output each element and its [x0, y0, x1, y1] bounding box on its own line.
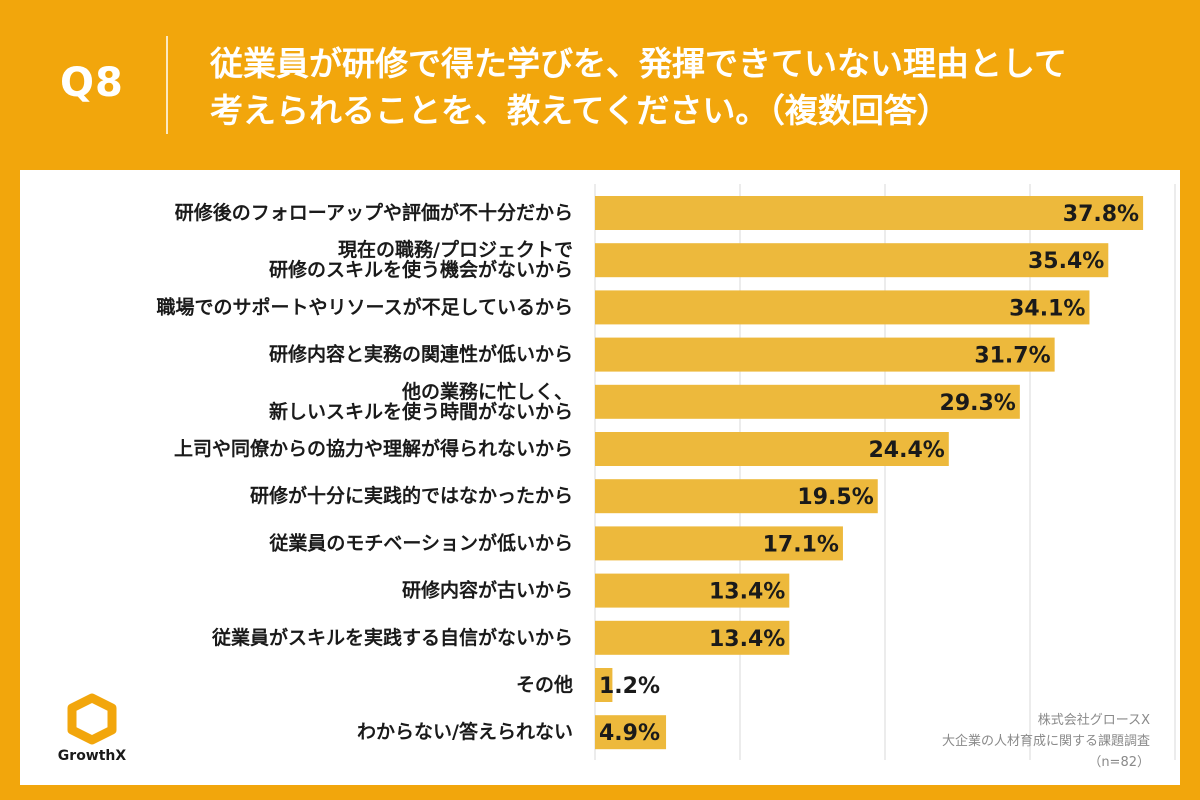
category-label: 新しいスキルを使う時間がないから	[269, 400, 573, 423]
category-label: 研修内容が古いから	[402, 579, 573, 602]
bar	[595, 668, 613, 702]
bar	[595, 196, 1144, 230]
chart-category-labels: 研修後のフォローアップや評価が不十分だから現在の職務/プロジェクトで研修のスキル…	[157, 201, 573, 743]
source-note: 株式会社グロースX 大企業の人材育成に関する課題調査 （n=82）	[830, 710, 1150, 773]
value-label: 13.4%	[709, 627, 785, 652]
logo-mark-icon	[67, 693, 117, 745]
question-title-line-1: 従業員が研修で得た学びを、発揮できていない理由として	[210, 44, 1068, 83]
chart-gridlines	[594, 184, 1176, 760]
question-title: 従業員が研修で得た学びを、発揮できていない理由として 考えられることを、教えてく…	[210, 40, 1170, 134]
header-divider	[166, 36, 168, 134]
bar-chart: 研修後のフォローアップや評価が不十分だから現在の職務/プロジェクトで研修のスキル…	[157, 184, 1176, 760]
source-survey: 大企業の人材育成に関する課題調査	[941, 734, 1150, 749]
category-label: 上司や同僚からの協力や理解が得られないから	[174, 437, 573, 460]
question-number: Q8	[60, 60, 124, 106]
value-label: 1.2%	[599, 674, 660, 699]
bar	[595, 290, 1090, 325]
value-label: 17.1%	[763, 532, 839, 557]
bar	[595, 526, 843, 561]
chart-panel: 研修後のフォローアップや評価が不十分だから現在の職務/プロジェクトで 研修のスキル…	[20, 170, 1180, 785]
source-company: 株式会社グロースX	[1037, 713, 1150, 728]
category-label: 他の業務に忙しく、	[401, 380, 573, 403]
category-label: 研修後のフォローアップや評価が不十分だから	[175, 201, 573, 224]
value-label: 34.1%	[1009, 296, 1085, 321]
value-label: 24.4%	[868, 438, 944, 463]
chart-bars	[595, 196, 1144, 750]
value-label: 37.8%	[1063, 202, 1139, 227]
value-label: 29.3%	[940, 391, 1016, 416]
bar	[595, 432, 949, 466]
category-label: その他	[516, 673, 573, 696]
chart-value-labels: 37.8% 35.4% 34.1% 31.7% 29.3% 24.4% 19.5% 17.1%…	[599, 202, 1139, 746]
category-label: 現在の職務/プロジェクトで	[338, 238, 573, 261]
bar	[595, 384, 1020, 419]
value-label: 4.9%	[599, 721, 660, 746]
category-label: 従業員がスキルを実践する自信がないから	[211, 626, 573, 649]
value-label: 35.4%	[1028, 249, 1104, 274]
category-label: 研修が十分に実践的ではなかったから	[250, 484, 573, 507]
category-label: 研修内容と実務の関連性が低いから	[269, 343, 573, 366]
bar	[595, 337, 1055, 372]
bar	[595, 243, 1109, 278]
growthx-logo: GrowthX	[42, 690, 142, 775]
category-label: 研修のスキルを使う機会がないから	[269, 258, 573, 281]
logo-text: GrowthX	[57, 748, 127, 764]
value-label: 19.5%	[797, 485, 873, 510]
category-label: 職場でのサポートやリソースが不足しているから	[157, 295, 573, 318]
category-label: わからない/答えられない	[357, 720, 573, 743]
category-label: 従業員のモチベーションが低いから	[268, 531, 573, 554]
question-header: Q8 従業員が研修で得た学びを、発揮できていない理由として 考えられることを、教…	[0, 0, 1200, 170]
bar	[595, 715, 667, 750]
source-sample-size: （n=82）	[1088, 755, 1150, 770]
bar	[595, 620, 790, 655]
bar	[595, 573, 790, 608]
bar	[595, 479, 878, 514]
value-label: 13.4%	[709, 580, 785, 605]
question-title-line-2: 考えられることを、教えてください。（複数回答）	[210, 91, 950, 130]
value-label: 31.7%	[974, 344, 1050, 369]
